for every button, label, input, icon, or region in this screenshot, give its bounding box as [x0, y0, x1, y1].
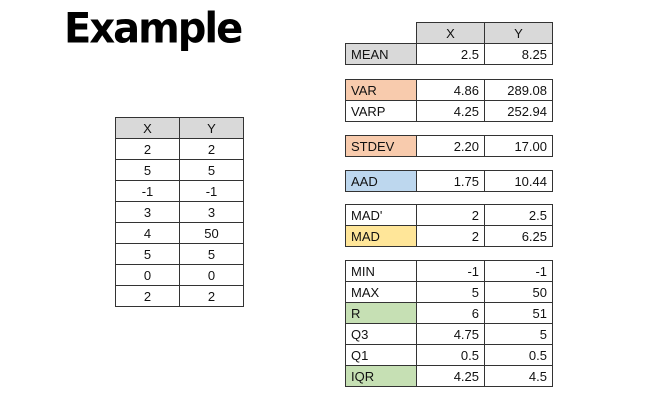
cell: 4	[115, 222, 180, 244]
stat-label: MAD'	[345, 204, 417, 226]
stat-row-q3: Q3 4.75 5	[345, 323, 553, 345]
stat-label: VARP	[345, 100, 417, 122]
stat-value-x: 6	[416, 302, 485, 324]
stat-value-x: 0.5	[416, 344, 485, 366]
cell: -1	[179, 180, 244, 202]
stat-value-x: 2.5	[416, 43, 485, 65]
table-header-row: X Y	[115, 117, 244, 139]
stat-value-y: 2.5	[484, 204, 553, 226]
stat-row-r: R 6 51	[345, 302, 553, 324]
stat-label: STDEV	[345, 135, 417, 157]
cell: 50	[179, 222, 244, 244]
stat-row-min: MIN -1 -1	[345, 260, 553, 282]
stat-value-x: 4.25	[416, 100, 485, 122]
stat-value-x: 4.86	[416, 79, 485, 101]
mad-table: MAD' 2 2.5 MAD 2 6.25	[345, 204, 553, 247]
stat-label: VAR	[345, 79, 417, 101]
column-header: X	[416, 22, 485, 44]
stat-label: Q1	[345, 344, 417, 366]
blank-cell	[346, 23, 417, 44]
stat-value-y: 51	[484, 302, 553, 324]
cell: -1	[115, 180, 180, 202]
cell: 3	[179, 201, 244, 223]
cell: 0	[115, 264, 180, 286]
stat-value-x: 1.75	[416, 170, 485, 192]
stat-row-max: MAX 5 50	[345, 281, 553, 303]
stat-value-y: 0.5	[484, 344, 553, 366]
cell: 0	[179, 264, 244, 286]
stat-row-aad: AAD 1.75 10.44	[345, 170, 553, 192]
stat-row-q1: Q1 0.5 0.5	[345, 344, 553, 366]
stat-row-mean: MEAN 2.5 8.25	[345, 43, 553, 65]
stat-row-stdev: STDEV 2.20 17.00	[345, 135, 553, 157]
stat-value-x: 2.20	[416, 135, 485, 157]
aad-table: AAD 1.75 10.44	[345, 170, 553, 192]
stat-row-iqr: IQR 4.25 4.5	[345, 365, 553, 387]
cell: 2	[115, 285, 180, 307]
stat-value-y: 6.25	[484, 225, 553, 247]
stat-value-y: 17.00	[484, 135, 553, 157]
stat-row-var: VAR 4.86 289.08	[345, 79, 553, 101]
stat-value-x: 2	[416, 204, 485, 226]
stat-value-x: 5	[416, 281, 485, 303]
stat-value-x: -1	[416, 260, 485, 282]
stat-label: Q3	[345, 323, 417, 345]
cell: 5	[179, 159, 244, 181]
stats-header-row: X Y	[346, 22, 553, 44]
stat-value-y: 10.44	[484, 170, 553, 192]
stat-value-y: -1	[484, 260, 553, 282]
cell: 5	[115, 243, 180, 265]
cell: 5	[115, 159, 180, 181]
range-table: MIN -1 -1 MAX 5 50 R 6 51 Q3 4.75 5 Q1 0…	[345, 260, 553, 387]
table-row: -1 -1	[115, 180, 244, 202]
table-row: 4 50	[115, 222, 244, 244]
stat-row-varp: VARP 4.25 252.94	[345, 100, 553, 122]
stdev-table: STDEV 2.20 17.00	[345, 135, 553, 157]
stat-row-mad: MAD 2 6.25	[345, 225, 553, 247]
stat-label: MEAN	[345, 43, 417, 65]
stat-label: MAD	[345, 225, 417, 247]
cell: 2	[179, 138, 244, 160]
stat-label: IQR	[345, 365, 417, 387]
cell: 2	[115, 138, 180, 160]
mean-table: X Y MEAN 2.5 8.25	[345, 22, 553, 65]
stat-row-madp: MAD' 2 2.5	[345, 204, 553, 226]
stat-value-y: 252.94	[484, 100, 553, 122]
variance-table: VAR 4.86 289.08 VARP 4.25 252.94	[345, 79, 553, 122]
stat-label: MAX	[345, 281, 417, 303]
column-header: X	[115, 117, 180, 139]
stat-value-y: 4.5	[484, 365, 553, 387]
cell: 2	[179, 285, 244, 307]
stat-value-x: 2	[416, 225, 485, 247]
column-header: Y	[179, 117, 244, 139]
stat-label: MIN	[345, 260, 417, 282]
stat-label: AAD	[345, 170, 417, 192]
page-title: Example	[64, 4, 243, 54]
cell: 3	[115, 201, 180, 223]
stat-value-y: 289.08	[484, 79, 553, 101]
stat-value-y: 5	[484, 323, 553, 345]
stat-value-x: 4.25	[416, 365, 485, 387]
stat-value-y: 8.25	[484, 43, 553, 65]
stat-value-y: 50	[484, 281, 553, 303]
stat-label: R	[345, 302, 417, 324]
stat-value-x: 4.75	[416, 323, 485, 345]
cell: 5	[179, 243, 244, 265]
column-header: Y	[484, 22, 553, 44]
